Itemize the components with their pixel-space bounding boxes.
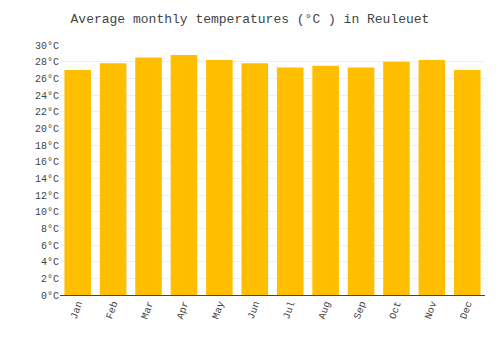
svg-text:Jun: Jun [246,300,262,321]
svg-text:Oct: Oct [387,300,403,321]
svg-text:4°C: 4°C [41,257,59,268]
svg-text:Sep: Sep [352,300,368,321]
svg-text:Average monthly temperatures (: Average monthly temperatures (°C ) in Re… [71,12,430,27]
svg-text:10°C: 10°C [35,207,59,218]
svg-text:16°C: 16°C [35,157,59,168]
svg-text:May: May [210,300,226,321]
svg-text:30°C: 30°C [35,41,59,52]
svg-text:Jul: Jul [281,300,297,321]
svg-text:24°C: 24°C [35,91,59,102]
svg-text:26°C: 26°C [35,74,59,85]
svg-text:Feb: Feb [104,300,120,321]
svg-text:Dec: Dec [458,300,474,321]
svg-text:28°C: 28°C [35,57,59,68]
svg-text:22°C: 22°C [35,107,59,118]
svg-text:12°C: 12°C [35,191,59,202]
svg-text:Mar: Mar [140,300,156,321]
svg-text:Apr: Apr [175,300,191,321]
svg-text:20°C: 20°C [35,124,59,135]
svg-text:8°C: 8°C [41,224,59,235]
svg-text:14°C: 14°C [35,174,59,185]
svg-text:Nov: Nov [423,300,439,321]
svg-text:6°C: 6°C [41,241,59,252]
svg-text:0°C: 0°C [41,291,59,302]
svg-text:Aug: Aug [317,300,333,321]
svg-text:18°C: 18°C [35,141,59,152]
svg-text:2°C: 2°C [41,274,59,285]
svg-text:Jan: Jan [69,300,85,321]
